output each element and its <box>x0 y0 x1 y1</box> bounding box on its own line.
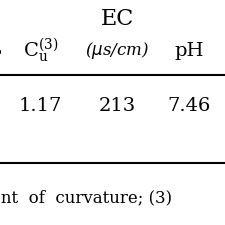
Text: ent  of  curvature; (3): ent of curvature; (3) <box>0 189 172 207</box>
Text: EC: EC <box>100 8 134 30</box>
Text: $\mathregular{C_u^{(3)}}$: $\mathregular{C_u^{(3)}}$ <box>23 36 58 65</box>
Text: 1.17: 1.17 <box>19 97 62 115</box>
Text: pH: pH <box>174 42 204 60</box>
Text: ($\mathit{\mu}$s/cm): ($\mathit{\mu}$s/cm) <box>85 40 149 61</box>
Text: 213: 213 <box>98 97 136 115</box>
Text: 7.46: 7.46 <box>167 97 211 115</box>
Text: $\circ$: $\circ$ <box>0 42 2 60</box>
